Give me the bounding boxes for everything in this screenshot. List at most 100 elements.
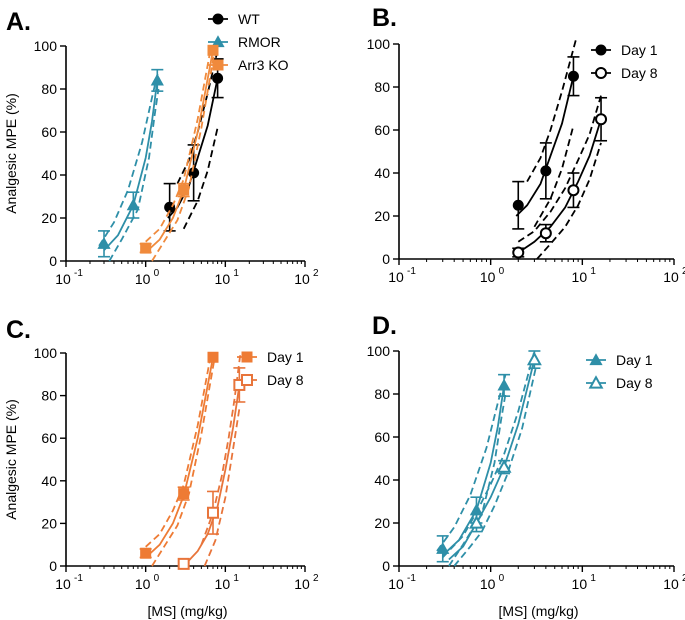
- ci-upper-line: [517, 95, 602, 243]
- fit-line: [448, 359, 536, 561]
- x-tick-exponent: -1: [74, 268, 83, 279]
- ci-lower-line: [151, 54, 215, 262]
- data-point: [206, 506, 219, 519]
- ci-upper-line: [145, 357, 212, 548]
- legend-item: Day 1: [591, 42, 658, 58]
- data-point: [526, 351, 542, 366]
- x-tick-label: 10: [388, 269, 404, 285]
- x-tick-exponent: 1: [233, 573, 239, 584]
- fit-line: [183, 384, 241, 567]
- legend-label: Day 8: [616, 375, 653, 391]
- ci-upper-line: [442, 350, 536, 559]
- data-point: [539, 227, 552, 240]
- series-day-1: [512, 39, 580, 230]
- panel-label: D.: [372, 312, 397, 340]
- x-tick-label: 10: [388, 576, 404, 592]
- y-tick-label: 0: [382, 251, 390, 267]
- y-tick-label: 100: [34, 345, 58, 361]
- y-tick-label: 0: [382, 558, 390, 574]
- y-tick-label: 100: [367, 343, 391, 359]
- ci-upper-line: [526, 39, 577, 183]
- y-tick-label: 0: [49, 253, 57, 269]
- y-tick-label: 80: [41, 388, 57, 404]
- data-point: [512, 199, 524, 211]
- x-tick-exponent: 0: [154, 268, 160, 279]
- data-point: [496, 459, 512, 473]
- y-tick-label: 20: [374, 208, 390, 224]
- legend-label: Day 1: [616, 352, 653, 368]
- ci-lower-line: [536, 142, 602, 260]
- x-tick-exponent: 2: [682, 266, 685, 277]
- legend-label: Arr3 KO: [238, 57, 289, 73]
- data-point: [567, 184, 580, 197]
- legend-marker: [241, 351, 253, 363]
- legend-label: Day 1: [267, 349, 304, 365]
- ci-upper-line: [436, 374, 507, 552]
- y-tick-label: 0: [49, 558, 57, 574]
- legend-marker: [589, 353, 603, 366]
- y-tick-label: 40: [374, 472, 390, 488]
- x-axis-title: [MS] (mg/kg): [498, 603, 578, 619]
- data-point: [497, 378, 511, 391]
- x-tick-exponent: -1: [407, 573, 416, 584]
- legend-label: Day 8: [267, 372, 304, 388]
- legend-item: Day 8: [586, 375, 653, 391]
- legend-item: Day 8: [237, 372, 304, 388]
- panel-label: A.: [6, 8, 31, 36]
- y-tick-label: 80: [374, 386, 390, 402]
- y-tick-label: 40: [41, 473, 57, 489]
- y-tick-label: 60: [374, 122, 390, 138]
- x-tick-label: 10: [55, 576, 71, 592]
- data-point: [97, 237, 111, 249]
- data-point: [212, 72, 224, 84]
- series-day-1: [139, 351, 219, 567]
- x-tick-exponent: 1: [590, 266, 596, 277]
- data-point: [178, 184, 190, 196]
- data-point: [469, 515, 484, 529]
- legend-item: WT: [208, 11, 260, 27]
- y-tick-label: 20: [41, 210, 57, 226]
- series-day-8: [442, 350, 542, 567]
- data-point: [540, 165, 552, 177]
- x-tick-label: 10: [294, 271, 310, 287]
- y-tick-label: 20: [41, 515, 57, 531]
- legend-item: Day 8: [591, 65, 658, 81]
- y-tick-label: 60: [374, 429, 390, 445]
- x-tick-label: 10: [135, 576, 151, 592]
- fit-line: [442, 385, 505, 556]
- x-tick-label: 10: [480, 269, 496, 285]
- x-tick-label: 10: [135, 271, 151, 287]
- legend-marker: [212, 59, 224, 71]
- panel-label: B.: [372, 4, 397, 32]
- data-point: [126, 198, 140, 211]
- ci-lower-line: [203, 408, 241, 567]
- ci-upper-line: [98, 69, 160, 247]
- ci-lower-line: [108, 88, 160, 262]
- x-tick-exponent: -1: [407, 266, 416, 277]
- panel-label: C.: [6, 316, 31, 344]
- legend-marker: [241, 374, 253, 386]
- fit-line: [103, 80, 159, 251]
- fit-line: [145, 50, 214, 254]
- x-tick-exponent: 1: [233, 268, 239, 279]
- x-tick-label: 10: [480, 576, 496, 592]
- legend-item: Day 1: [237, 349, 304, 365]
- legend-marker: [588, 375, 604, 389]
- x-tick-exponent: -1: [74, 573, 83, 584]
- legend-marker: [595, 67, 607, 79]
- y-tick-label: 60: [41, 124, 57, 140]
- y-tick-label: 20: [374, 515, 390, 531]
- data-point: [436, 542, 450, 554]
- legend-label: WT: [238, 11, 260, 27]
- legend-item: Day 1: [586, 352, 653, 368]
- x-tick-exponent: 2: [682, 573, 685, 584]
- ci-lower-line: [453, 368, 537, 567]
- data-point: [140, 547, 152, 559]
- x-tick-exponent: 0: [154, 573, 160, 584]
- data-point: [150, 73, 164, 86]
- series-day-8: [512, 95, 608, 260]
